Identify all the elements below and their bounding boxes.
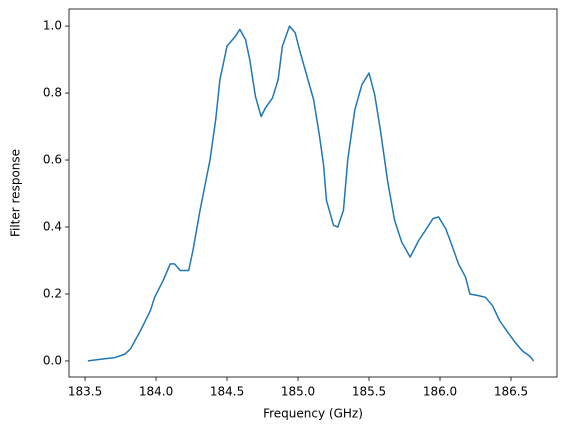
x-tick-label: 185.5 bbox=[352, 385, 386, 399]
x-tick-label: 184.5 bbox=[210, 385, 244, 399]
y-tick-label: 0.8 bbox=[43, 86, 62, 100]
x-axis-label: Frequency (GHz) bbox=[263, 407, 363, 421]
x-tick-label: 186.5 bbox=[494, 385, 528, 399]
y-axis-label: Filter response bbox=[9, 149, 23, 237]
line bbox=[87, 25, 535, 362]
y-tick-label: 0.6 bbox=[43, 153, 62, 167]
y-tick-label: 1.0 bbox=[43, 19, 62, 33]
x-tick-label: 186.0 bbox=[423, 385, 457, 399]
plot-frame bbox=[68, 8, 558, 378]
y-tick-label: 0.4 bbox=[43, 219, 62, 233]
x-tick-label: 185.0 bbox=[281, 385, 315, 399]
y-tick-label: 0.2 bbox=[43, 286, 62, 300]
x-tick-label: 184.0 bbox=[139, 385, 173, 399]
y-tick-label: 0.0 bbox=[43, 353, 62, 367]
x-tick-label: 183.5 bbox=[68, 385, 102, 399]
